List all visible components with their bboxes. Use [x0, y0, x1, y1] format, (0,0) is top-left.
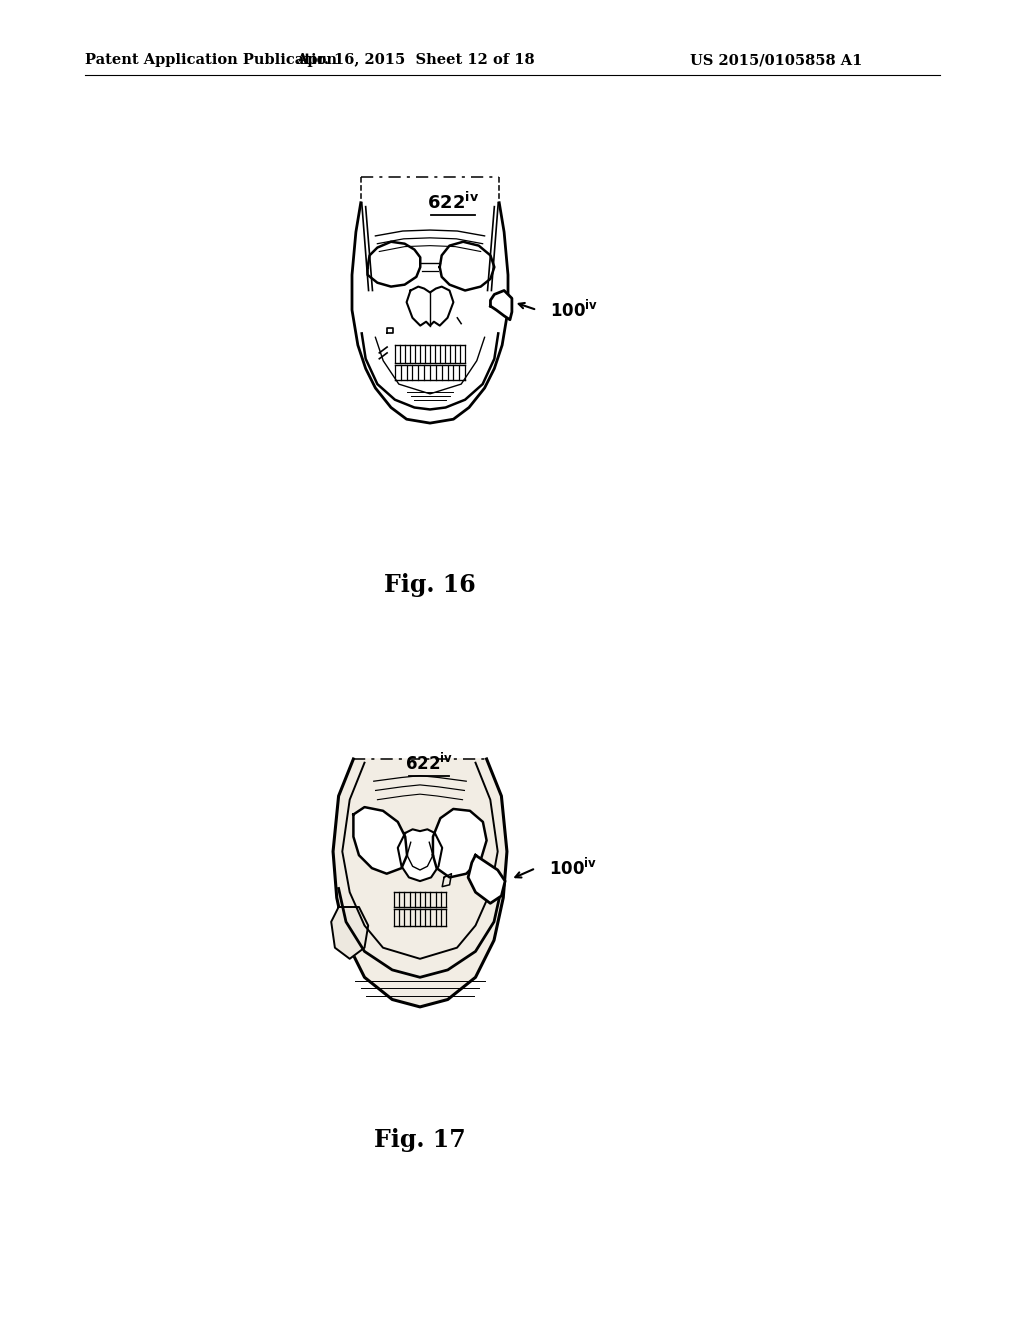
Text: $\mathbf{622^{iv}}$: $\mathbf{622^{iv}}$ [427, 191, 479, 213]
Text: US 2015/0105858 A1: US 2015/0105858 A1 [690, 53, 862, 67]
Text: $\mathbf{100^{iv}}$: $\mathbf{100^{iv}}$ [550, 300, 598, 321]
Polygon shape [397, 829, 442, 882]
Text: Apr. 16, 2015  Sheet 12 of 18: Apr. 16, 2015 Sheet 12 of 18 [296, 53, 535, 67]
Text: $\mathbf{622^{iv}}$: $\mathbf{622^{iv}}$ [406, 752, 454, 774]
Polygon shape [433, 809, 486, 878]
Polygon shape [353, 807, 408, 874]
Text: Fig. 17: Fig. 17 [374, 1129, 466, 1152]
Polygon shape [333, 759, 507, 1007]
Text: Patent Application Publication: Patent Application Publication [85, 53, 337, 67]
Text: Fig. 16: Fig. 16 [384, 573, 476, 597]
Polygon shape [468, 855, 505, 903]
Text: $\mathbf{100^{iv}}$: $\mathbf{100^{iv}}$ [549, 858, 597, 879]
Polygon shape [490, 290, 512, 319]
Polygon shape [331, 907, 369, 958]
